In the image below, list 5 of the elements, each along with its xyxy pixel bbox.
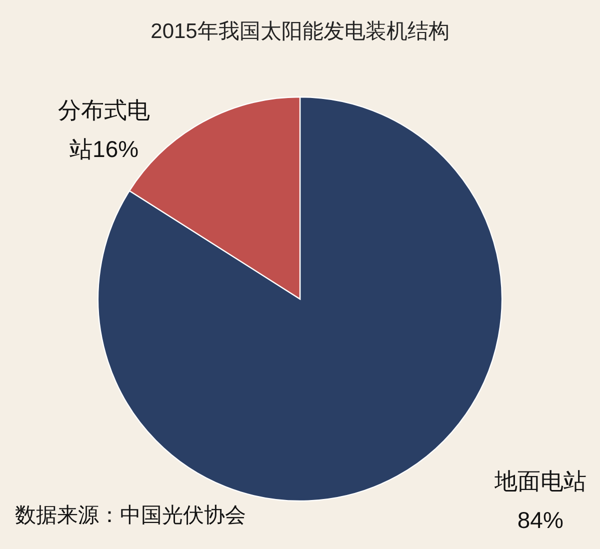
slice-label: 地面电站 [493,468,586,494]
data-label: 84% [517,507,564,534]
slice-label: 分布式电站16% [58,97,150,162]
source-note: 数据来源：中国光伏协会 [15,504,246,527]
chart-title: 2015年我国太阳能发电装机结构 [150,20,450,43]
